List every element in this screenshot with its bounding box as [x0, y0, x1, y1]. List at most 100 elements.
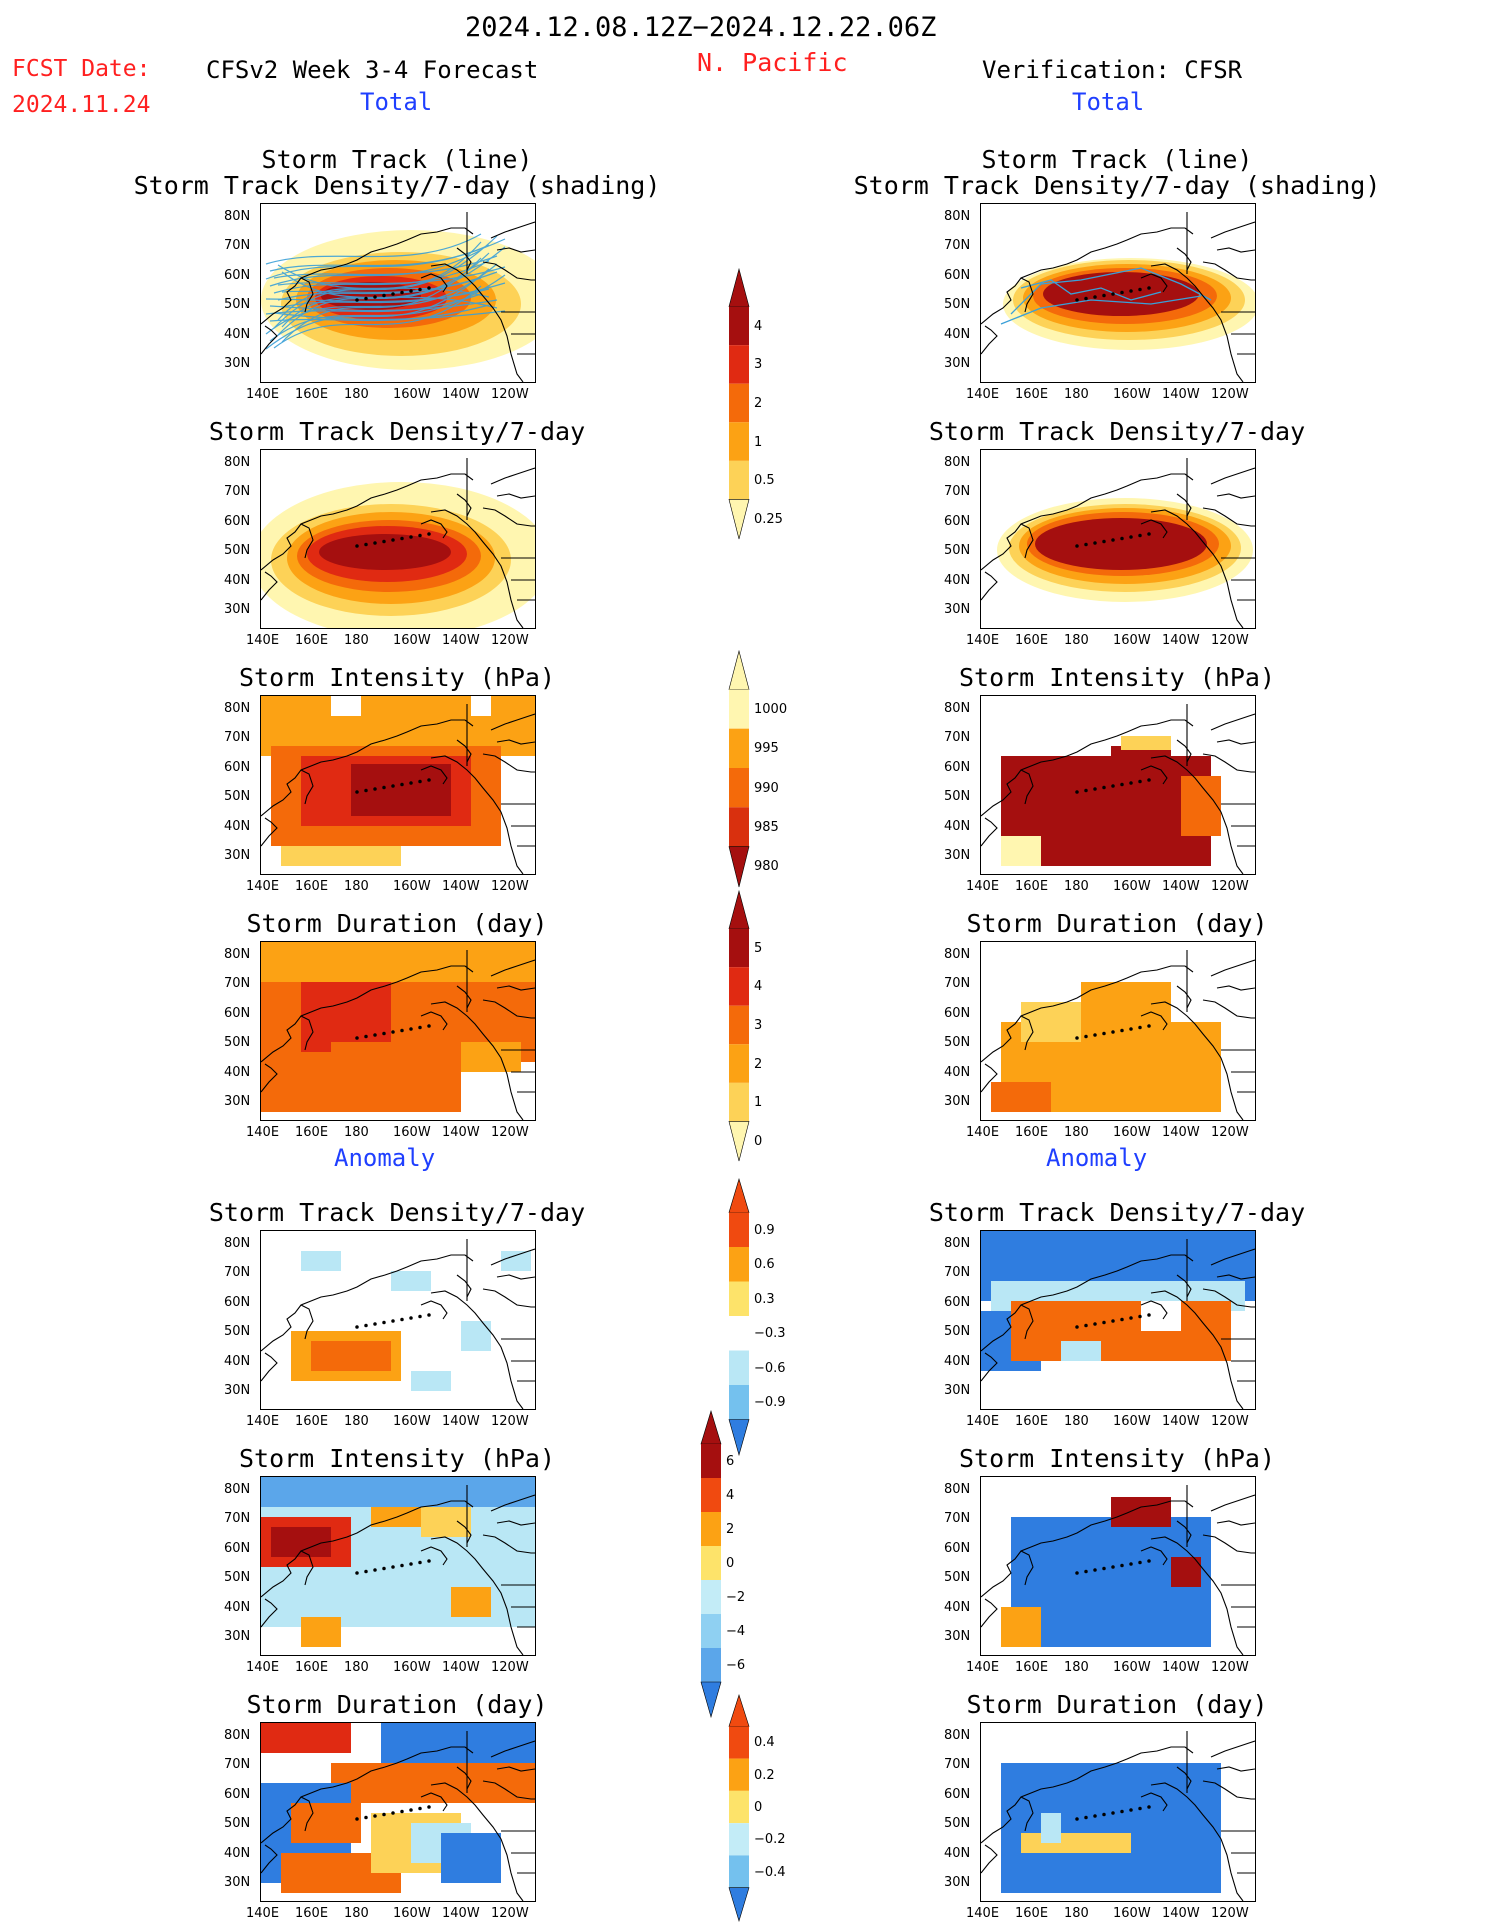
- map-field: [981, 1231, 1255, 1409]
- lat-tick-label: 50N: [944, 1816, 971, 1832]
- lat-tick-label: 50N: [944, 1324, 971, 1340]
- lat-tick-label: 40N: [224, 818, 251, 834]
- obs-density-map: [980, 449, 1256, 629]
- lat-tick-label: 30N: [224, 602, 251, 617]
- lon-tick-label: 120W: [1211, 1414, 1249, 1429]
- panel-title: Storm Duration (day): [246, 909, 548, 938]
- lat-tick-label: 40N: [944, 1353, 971, 1369]
- fcst-intensity-anom-map: [260, 1476, 536, 1656]
- map-field: [261, 212, 535, 382]
- lat-tick-label: 40N: [224, 326, 251, 342]
- island: [1111, 538, 1115, 542]
- lat-tick-label: 70N: [944, 730, 971, 746]
- colorbar-swatch: [729, 1758, 749, 1791]
- colorbar-swatch: [729, 1082, 749, 1122]
- lat-tick-label: 80N: [224, 1236, 251, 1251]
- island: [1084, 788, 1088, 793]
- lon-tick-label: 160W: [1113, 1906, 1151, 1921]
- total-label-right: Total: [1072, 88, 1145, 116]
- lat-tick-label: 30N: [224, 848, 251, 863]
- colorbar-swatch: [729, 306, 749, 346]
- island: [355, 1036, 359, 1040]
- lat-tick-label: 80N: [224, 947, 251, 962]
- island: [391, 1319, 395, 1323]
- field-cell: [501, 1251, 531, 1271]
- fcst-date-value: 2024.11.24: [12, 92, 151, 118]
- island: [427, 1559, 431, 1563]
- fcst-track-map: [260, 203, 536, 383]
- lat-tick-label: 50N: [224, 297, 251, 313]
- lon-tick-label: 180: [344, 1660, 369, 1675]
- island: [1120, 1317, 1124, 1322]
- island: [1129, 1808, 1133, 1812]
- island: [1129, 535, 1133, 539]
- panel-title: Storm Track Density/7-day (shading): [853, 171, 1381, 200]
- lon-tick-label: 140W: [442, 1660, 480, 1675]
- island: [1084, 1323, 1088, 1328]
- map-field: [261, 1239, 535, 1409]
- field-cell: [311, 1341, 391, 1371]
- island: [1120, 1028, 1124, 1033]
- lon-tick-label: 140W: [442, 633, 480, 648]
- fcst-date-label: FCST Date:: [12, 56, 151, 82]
- colorbar-arrow: [728, 1694, 750, 1727]
- colorbar-label: −0.6: [754, 1360, 786, 1376]
- colorbar-swatch: [701, 1614, 721, 1648]
- colorbar-swatch: [729, 728, 749, 768]
- coastline: [981, 1485, 1255, 1655]
- panel-title: Storm Track Density/7-day: [928, 1198, 1306, 1227]
- colorbar-label: 3: [754, 1018, 763, 1033]
- panel-title: Storm Track Density/7-day (shading): [133, 171, 661, 200]
- colorbar-swatch: [729, 345, 749, 384]
- field-cell: [461, 1042, 521, 1072]
- colorbar-arrow: [700, 1681, 722, 1718]
- island: [1147, 286, 1151, 290]
- island: [364, 1323, 368, 1328]
- colorbar-swatch: [701, 1444, 721, 1478]
- duration-total-colorbar: [728, 890, 750, 1162]
- field-cell: [441, 1833, 501, 1883]
- obs-intensity-anom-map: [980, 1476, 1256, 1656]
- lat-tick-label: 30N: [224, 1094, 251, 1109]
- colorbar-label: 4: [754, 979, 763, 995]
- island: [1075, 298, 1079, 302]
- lat-tick-label: 50N: [944, 297, 971, 313]
- lat-tick-label: 60N: [224, 1786, 251, 1802]
- lon-tick-label: 140W: [1162, 879, 1200, 894]
- island: [355, 1325, 359, 1329]
- lon-tick-label: 120W: [491, 633, 529, 648]
- island: [1129, 289, 1133, 293]
- colorbar-label: 2: [754, 1056, 763, 1072]
- lat-tick-label: 70N: [224, 976, 251, 992]
- island: [1111, 292, 1115, 296]
- lon-tick-label: 160W: [393, 1906, 431, 1921]
- field-cell: [261, 942, 535, 982]
- field-cell: [1121, 736, 1171, 750]
- island: [355, 1817, 359, 1821]
- field-cell: [261, 696, 331, 716]
- field-cell: [1111, 746, 1171, 766]
- island: [1111, 1030, 1115, 1034]
- lon-tick-label: 180: [344, 879, 369, 894]
- island: [1084, 1569, 1088, 1574]
- lat-tick-label: 30N: [944, 848, 971, 863]
- lat-tick-label: 70N: [944, 1757, 971, 1773]
- field-cell: [1001, 1763, 1221, 1893]
- lon-tick-label: 180: [1064, 1414, 1089, 1429]
- island: [364, 542, 368, 547]
- island: [364, 788, 368, 793]
- island: [427, 778, 431, 782]
- lat-tick-label: 50N: [224, 1816, 251, 1832]
- lon-tick-label: 180: [344, 387, 369, 402]
- colorbar-swatch: [729, 928, 749, 968]
- island: [1093, 1322, 1097, 1326]
- colorbar-swatch: [701, 1478, 721, 1512]
- lon-tick-label: 140E: [966, 1906, 1000, 1921]
- island: [418, 1025, 422, 1030]
- obs-duration-map: [980, 941, 1256, 1121]
- panel-title: Storm Track Density/7-day: [928, 417, 1306, 446]
- lat-tick-label: 50N: [944, 789, 971, 805]
- island: [1093, 541, 1097, 545]
- field-cell: [371, 1507, 431, 1527]
- lon-tick-label: 160W: [1113, 387, 1151, 402]
